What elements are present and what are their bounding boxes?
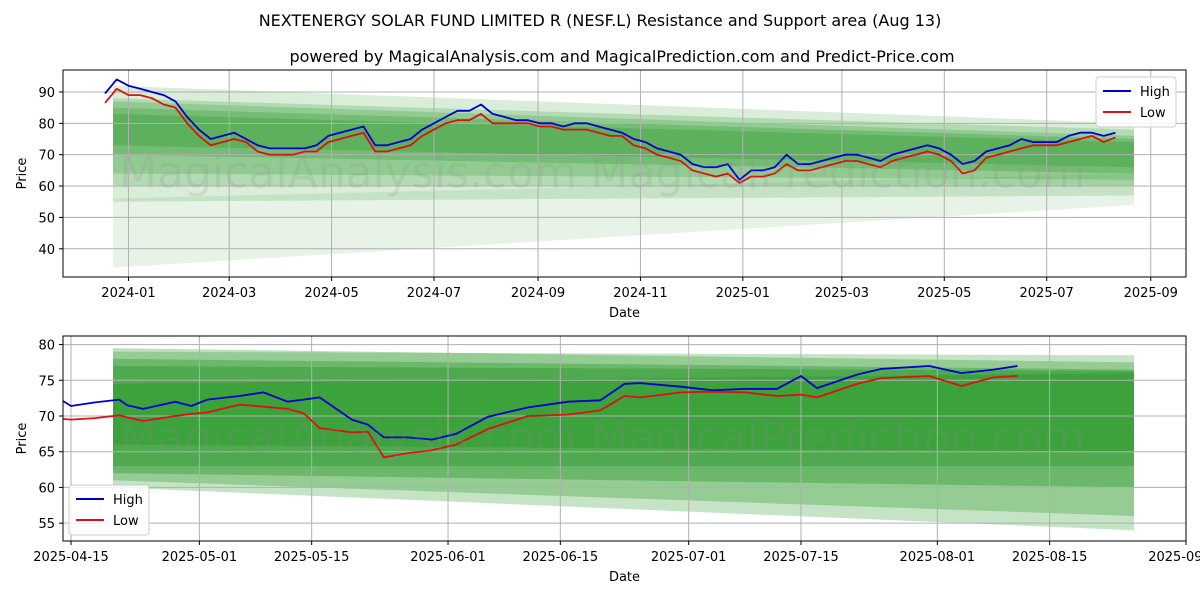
x-tick-label: 2025-01 — [716, 286, 770, 301]
watermark: MagicalPrediction.com — [591, 413, 1086, 464]
y-tick-label: 65 — [38, 446, 55, 461]
y-tick-label: 70 — [38, 149, 55, 164]
legend-label: Low — [113, 514, 139, 529]
x-tick-label: 2025-08-15 — [1012, 550, 1088, 565]
x-tick-label: 2024-07 — [407, 286, 461, 301]
x-axis-label: Date — [609, 306, 640, 321]
x-tick-label: 2025-07-01 — [651, 550, 727, 565]
legend-label: Low — [1140, 106, 1166, 121]
bottom-chart-panel: 2025-04-15 2025-05-01 2025-05-15 2025-06-01… — [15, 335, 1200, 585]
legend: High Low — [68, 484, 150, 536]
legend: High Low — [1095, 76, 1177, 128]
y-tick-label: 80 — [38, 117, 55, 132]
support-resistance-band — [113, 173, 1134, 268]
legend-label: High — [1140, 85, 1170, 100]
x-tick-label: 2024-01 — [101, 286, 155, 301]
y-tick-label: 80 — [38, 339, 55, 354]
series-line-high — [104, 78, 1116, 181]
support-resistance-band — [113, 107, 1134, 174]
y-tick-label: 90 — [38, 86, 55, 101]
series-line-low — [63, 375, 1018, 459]
y-tick-label: 55 — [38, 517, 55, 532]
y-tick-label: 70 — [38, 410, 55, 425]
x-tick-label: 2025-09 — [1124, 286, 1178, 301]
y-tick-label: 40 — [38, 243, 55, 258]
y-tick-label: 60 — [38, 481, 55, 496]
series-lines — [104, 78, 1116, 184]
chart-subtitle: powered by MagicalAnalysis.com and Magic… — [289, 47, 954, 66]
plot-frame — [62, 69, 1187, 278]
legend-box — [68, 484, 150, 536]
x-tick-label: 2025-05-15 — [274, 550, 350, 565]
x-tick-label: 2025-08-01 — [900, 550, 976, 565]
x-tick-label: 2025-03 — [815, 286, 869, 301]
chart-title: NEXTENERGY SOLAR FUND LIMITED R (NESF.L)… — [259, 11, 942, 30]
y-tick-label: 75 — [38, 374, 55, 389]
watermark: MagicalAnalysis.com — [119, 413, 577, 464]
x-tick-label: 2025-09-01 — [1148, 550, 1200, 565]
x-tick-label: 2024-03 — [202, 286, 256, 301]
support-resistance-band — [113, 98, 1134, 187]
x-tick-label: 2025-07-15 — [763, 550, 839, 565]
y-tick-label: 50 — [38, 211, 55, 226]
series-lines — [63, 365, 1018, 459]
y-tick-label: 60 — [38, 180, 55, 195]
y-axis-label: Price — [15, 158, 30, 190]
series-line-high — [63, 365, 1018, 441]
x-tick-label: 2025-06-15 — [523, 550, 599, 565]
legend-box — [1095, 76, 1177, 128]
support-resistance-band — [113, 113, 1134, 168]
plot-frame — [62, 335, 1187, 542]
top-chart-panel: 2024-01 2024-03 2024-05 2024-07 2024-09 2024-… — [15, 69, 1187, 321]
x-tick-label: 2024-05 — [304, 286, 358, 301]
x-tick-label: 2025-05-01 — [162, 550, 238, 565]
watermark: MagicalAnalysis.com — [119, 148, 577, 199]
legend-label: High — [113, 493, 143, 508]
x-axis-label: Date — [609, 570, 640, 585]
x-tick-label: 2024-11 — [613, 286, 667, 301]
x-tick-label: 2025-06-01 — [410, 550, 486, 565]
x-tick-label: 2025-05 — [917, 286, 971, 301]
x-tick-label: 2025-07 — [1020, 286, 1074, 301]
x-tick-label: 2025-04-15 — [33, 550, 109, 565]
y-axis-label: Price — [15, 423, 30, 455]
x-tick-label: 2024-09 — [511, 286, 565, 301]
support-resistance-band — [113, 85, 1134, 202]
watermark: MagicalPrediction.com — [591, 148, 1086, 199]
series-line-low — [104, 87, 1116, 184]
